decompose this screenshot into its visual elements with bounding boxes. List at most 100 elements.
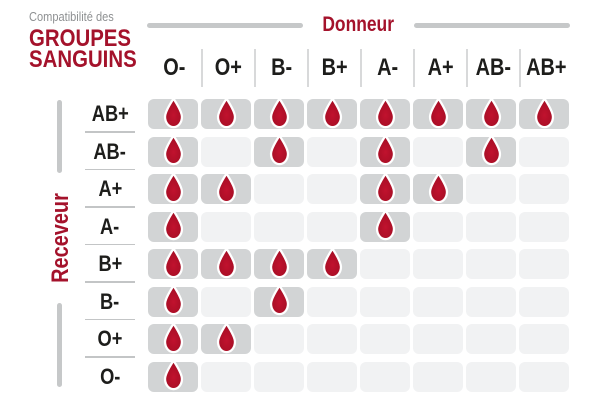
cell-ab-neg-from-o-neg xyxy=(148,134,198,167)
donor-column-header-b-pos: B+ xyxy=(307,49,360,87)
cell-b-neg-from-a-neg xyxy=(360,286,410,317)
blood-drop-icon xyxy=(375,209,395,241)
recipient-row-label-text: B+ xyxy=(98,251,122,276)
cell-ab-neg-from-a-pos xyxy=(413,136,463,167)
recipient-row-label-b-pos: B+ xyxy=(85,249,135,287)
cell-o-pos-from-o-pos xyxy=(201,321,251,354)
cell-o-neg-from-a-neg xyxy=(360,361,410,392)
recipient-row-label-ab-pos: AB+ xyxy=(85,99,135,137)
cell-b-neg-from-b-pos xyxy=(307,286,357,317)
donor-axis-line-left xyxy=(147,22,304,28)
cell-b-pos-from-a-neg xyxy=(360,249,410,279)
recipient-axis-line-bottom xyxy=(57,303,62,387)
cell-o-pos-from-a-pos xyxy=(413,324,463,354)
cell-ab-pos-from-o-pos xyxy=(201,96,251,129)
recipient-row-label-box: O- xyxy=(85,362,135,392)
recipient-row-label-box: B+ xyxy=(85,249,135,279)
blood-drop-icon xyxy=(216,171,236,203)
recipient-row-label-text: AB+ xyxy=(91,101,129,126)
recipient-row-label-box: AB- xyxy=(85,137,135,167)
cell-a-neg-from-o-pos xyxy=(201,211,251,242)
cell-a-neg-from-b-pos xyxy=(307,211,357,242)
cell-a-pos-from-a-neg xyxy=(360,171,410,204)
cell-a-pos-from-ab-neg xyxy=(466,174,516,204)
cell-a-pos-from-ab-pos xyxy=(519,174,569,204)
cell-a-pos-from-b-neg xyxy=(254,174,304,204)
donor-column-header-text: B- xyxy=(270,54,293,81)
donor-column-header-a-pos: A+ xyxy=(413,49,466,87)
cell-ab-pos-from-ab-neg xyxy=(466,96,516,129)
cell-o-pos-from-ab-pos xyxy=(519,324,569,354)
donor-column-headers: O- O+ B- B+ A- A+ AB- AB+ xyxy=(148,49,572,87)
blood-drop-icon xyxy=(269,96,289,128)
cell-o-neg-from-ab-pos xyxy=(519,361,569,392)
cell-b-pos-from-o-pos xyxy=(201,246,251,279)
cell-ab-pos-from-ab-pos xyxy=(519,96,569,129)
blood-drop-icon xyxy=(216,321,236,353)
recipient-axis-label-text: Receveur xyxy=(47,193,74,283)
blood-drop-icon xyxy=(428,171,448,203)
title-line2: SANGUINS xyxy=(29,48,156,72)
compatibility-matrix xyxy=(148,96,569,392)
blood-drop-icon xyxy=(163,246,183,278)
blood-drop-icon xyxy=(216,246,236,278)
donor-column-header-a-neg: A- xyxy=(360,49,413,87)
blood-drop-icon xyxy=(163,359,183,391)
cell-o-neg-from-ab-neg xyxy=(466,361,516,392)
donor-axis-line-right xyxy=(413,22,571,28)
blood-drop-icon xyxy=(375,134,395,166)
cell-o-pos-from-o-neg xyxy=(148,321,198,354)
recipient-row-label-o-neg: O- xyxy=(85,362,135,400)
cell-a-pos-from-o-neg xyxy=(148,171,198,204)
cell-a-neg-from-ab-pos xyxy=(519,211,569,242)
recipient-row-label-text: A- xyxy=(100,213,120,239)
cell-o-neg-from-o-pos xyxy=(201,361,251,392)
donor-column-header-text: O- xyxy=(163,54,186,81)
donor-axis: Donneur xyxy=(147,13,571,36)
blood-drop-icon xyxy=(322,246,342,278)
blood-drop-icon xyxy=(481,96,501,128)
blood-drop-icon xyxy=(375,171,395,203)
blood-drop-icon xyxy=(534,96,554,128)
cell-ab-neg-from-ab-pos xyxy=(519,136,569,167)
donor-column-header-ab-pos: AB+ xyxy=(519,49,572,87)
donor-column-header-o-pos: O+ xyxy=(201,49,254,87)
donor-column-header-text: A+ xyxy=(427,54,454,81)
cell-a-pos-from-a-pos xyxy=(413,171,463,204)
cell-ab-pos-from-o-neg xyxy=(148,96,198,129)
title-kicker: Compatibilité des xyxy=(29,9,156,24)
donor-column-header-o-neg: O- xyxy=(148,49,201,87)
recipient-row-label-o-pos: O+ xyxy=(85,324,135,362)
recipient-row-label-text: AB- xyxy=(93,138,127,164)
cell-b-pos-from-b-neg xyxy=(254,246,304,279)
recipient-row-label-box: AB+ xyxy=(85,99,135,129)
recipient-row-label-ab-neg: AB- xyxy=(85,137,135,175)
blood-drop-icon xyxy=(481,134,501,166)
blood-drop-icon xyxy=(163,284,183,316)
cell-b-neg-from-ab-neg xyxy=(466,286,516,317)
recipient-row-label-a-pos: A+ xyxy=(85,174,135,212)
cell-b-pos-from-ab-neg xyxy=(466,249,516,279)
cell-b-pos-from-a-pos xyxy=(413,249,463,279)
recipient-axis-line-top xyxy=(57,100,62,173)
cell-a-pos-from-b-pos xyxy=(307,174,357,204)
blood-drop-icon xyxy=(163,171,183,203)
recipient-row-label-box: A+ xyxy=(85,174,135,204)
donor-column-header-text: AB- xyxy=(475,54,512,81)
cell-b-neg-from-b-neg xyxy=(254,284,304,317)
blood-drop-icon xyxy=(269,134,289,166)
cell-o-neg-from-o-neg xyxy=(148,359,198,392)
cell-o-neg-from-a-pos xyxy=(413,361,463,392)
cell-ab-pos-from-b-pos xyxy=(307,96,357,129)
recipient-row-label-text: O+ xyxy=(97,326,123,351)
blood-drop-icon xyxy=(163,96,183,128)
blood-drop-icon xyxy=(269,284,289,316)
donor-column-header-text: A- xyxy=(376,54,399,81)
cell-a-pos-from-o-pos xyxy=(201,171,251,204)
recipient-row-label-text: B- xyxy=(100,288,120,314)
cell-ab-neg-from-b-pos xyxy=(307,136,357,167)
donor-column-header-ab-neg: AB- xyxy=(466,49,519,87)
recipient-row-label-text: A+ xyxy=(98,176,122,201)
cell-o-neg-from-b-pos xyxy=(307,361,357,392)
